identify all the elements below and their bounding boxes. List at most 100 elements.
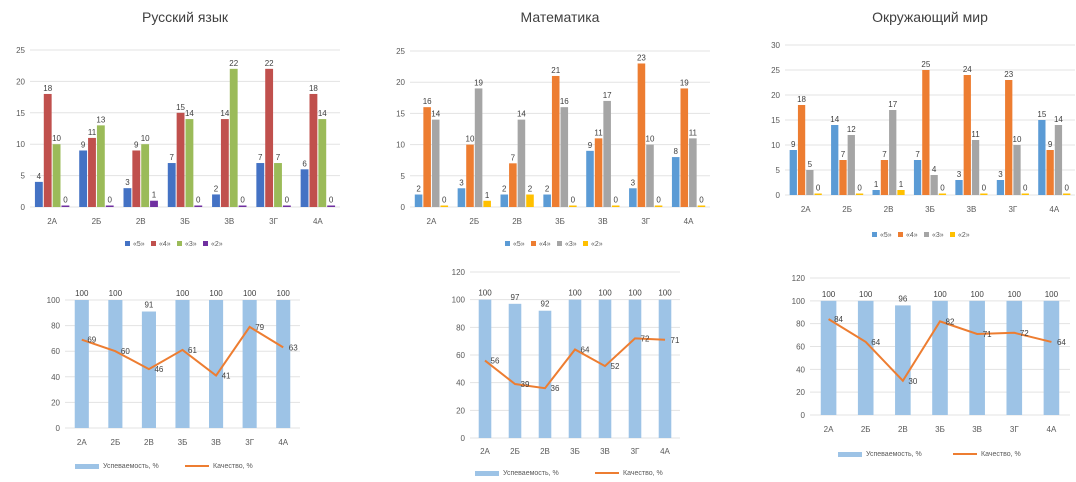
legend-label: «5» <box>880 232 892 239</box>
y-tick-label: 60 <box>456 351 465 360</box>
data-label: 25 <box>921 60 930 69</box>
data-label: 100 <box>109 289 123 298</box>
bar <box>474 88 483 207</box>
line-data-label: 69 <box>87 336 96 345</box>
bar <box>123 188 132 207</box>
data-label: 7 <box>276 153 281 162</box>
data-label: 100 <box>243 289 257 298</box>
legend-swatch <box>950 232 955 237</box>
line-data-label: 60 <box>121 347 130 356</box>
legend-swatch <box>475 471 499 476</box>
legend-swatch <box>583 241 588 246</box>
legend-label: Качество, % <box>213 463 253 470</box>
y-tick-label: 30 <box>771 41 780 50</box>
line-data-label: 71 <box>671 336 680 345</box>
legend-label: «5» <box>133 241 145 248</box>
x-tick-label: 2А <box>427 217 437 226</box>
x-tick-label: 4А <box>660 447 670 456</box>
legend-label: «2» <box>591 241 603 248</box>
bar <box>880 160 889 195</box>
x-tick-label: 2Б <box>469 217 479 226</box>
bar <box>806 170 814 195</box>
line-data-label: 56 <box>491 357 500 366</box>
y-tick-label: 0 <box>21 203 26 212</box>
data-label: 9 <box>588 141 593 150</box>
data-label: 14 <box>1054 115 1063 124</box>
data-label: 100 <box>176 289 190 298</box>
legend-label: «4» <box>539 241 551 248</box>
bar <box>560 107 569 207</box>
y-tick-label: 120 <box>452 268 466 277</box>
data-label: 100 <box>859 290 873 299</box>
y-tick-label: 40 <box>51 373 60 382</box>
bar <box>141 144 150 207</box>
bar <box>980 193 988 195</box>
data-label: 100 <box>822 290 836 299</box>
x-tick-label: 3Г <box>631 447 640 456</box>
data-label: 10 <box>1013 135 1022 144</box>
data-label: 100 <box>1008 290 1022 299</box>
bar <box>689 138 697 207</box>
data-label: 3 <box>998 170 1003 179</box>
bar <box>276 300 291 428</box>
x-tick-label: 3Г <box>245 438 254 447</box>
bar <box>478 299 492 438</box>
bar <box>872 190 880 195</box>
data-label: 18 <box>43 84 52 93</box>
y-tick-label: 25 <box>16 46 25 55</box>
x-tick-label: 2А <box>824 425 834 434</box>
y-tick-label: 5 <box>21 172 26 181</box>
y-tick-label: 60 <box>796 343 805 352</box>
y-tick-label: 10 <box>396 141 405 150</box>
bar <box>543 194 551 207</box>
x-tick-label: 2В <box>136 217 146 226</box>
data-label: 14 <box>318 109 327 118</box>
data-label: 17 <box>603 91 612 100</box>
y-tick-label: 0 <box>801 411 806 420</box>
y-tick-label: 0 <box>401 203 406 212</box>
data-label: 0 <box>1064 184 1069 193</box>
x-tick-label: 3Б <box>555 217 565 226</box>
data-label: 7 <box>169 153 174 162</box>
data-label: 9 <box>134 140 139 149</box>
x-tick-label: 2Б <box>510 447 520 456</box>
y-tick-label: 40 <box>456 379 465 388</box>
data-label: 0 <box>1023 184 1028 193</box>
chart-title: Русский язык <box>142 9 229 25</box>
bar <box>431 119 440 207</box>
data-label: 0 <box>107 196 112 205</box>
bar <box>74 300 89 428</box>
x-tick-label: 2Б <box>111 438 121 447</box>
legend-label: Качество, % <box>981 451 1021 458</box>
data-label: 0 <box>240 196 245 205</box>
bar <box>242 300 257 428</box>
bar <box>1013 145 1021 195</box>
line-data-label: 64 <box>871 338 880 347</box>
data-label: 0 <box>285 196 290 205</box>
data-label: 0 <box>816 184 821 193</box>
bar <box>637 63 646 208</box>
y-tick-label: 60 <box>51 347 60 356</box>
data-label: 2 <box>416 185 421 194</box>
y-tick-label: 5 <box>776 166 781 175</box>
y-tick-label: 20 <box>396 78 405 87</box>
data-label: 1 <box>899 180 904 189</box>
data-label: 16 <box>560 97 569 106</box>
y-tick-label: 25 <box>771 66 780 75</box>
bar <box>500 194 509 207</box>
x-tick-label: 2Б <box>861 425 871 434</box>
bar <box>318 119 327 207</box>
y-tick-label: 0 <box>776 191 781 200</box>
data-label: 15 <box>1037 110 1046 119</box>
data-label: 0 <box>656 196 661 205</box>
data-label: 100 <box>598 289 612 298</box>
bar <box>603 100 611 207</box>
data-label: 15 <box>176 103 185 112</box>
bar <box>34 181 43 207</box>
x-tick-label: 4А <box>684 217 694 226</box>
data-label: 0 <box>442 196 447 205</box>
y-tick-label: 40 <box>796 365 805 374</box>
bar <box>594 138 603 207</box>
data-label: 100 <box>209 289 223 298</box>
line-data-label: 82 <box>946 317 955 326</box>
